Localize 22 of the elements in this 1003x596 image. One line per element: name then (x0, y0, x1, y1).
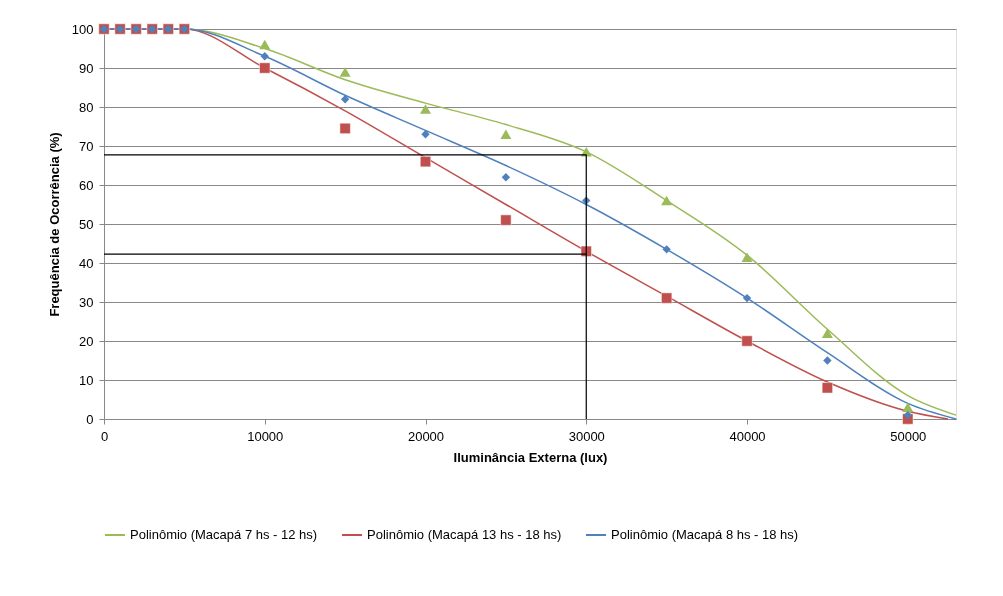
y-tick-label: 70 (79, 138, 94, 154)
y-tick-label: 30 (79, 294, 94, 310)
x-tick-label: 20000 (407, 428, 445, 444)
y-tick-label: 20 (79, 333, 94, 349)
y-tick-label: 40 (79, 255, 94, 271)
legend-label: Polinômio (Macapá 7 hs - 12 hs) (130, 527, 318, 542)
y-tick-label: 80 (79, 99, 94, 115)
y-tick-label: 90 (79, 60, 94, 76)
x-tick-label: 0 (100, 428, 109, 444)
y-tick-label: 50 (79, 216, 94, 232)
y-tick-label: 0 (86, 411, 94, 427)
legend-label: Polinômio (Macapá 8 hs - 18 hs) (611, 527, 799, 542)
y-tick-label: 100 (71, 21, 94, 37)
x-tick-label: 30000 (568, 428, 605, 444)
x-axis-title: Iluminância Externa (lux) (453, 449, 608, 465)
x-tick-label: 50000 (890, 428, 927, 444)
legend-label: Polinômio (Macapá 13 hs - 18 hs) (367, 527, 562, 542)
y-tick-label: 60 (79, 177, 94, 193)
x-tick-label: 10000 (247, 428, 284, 444)
x-tick-label: 40000 (729, 428, 766, 444)
y-tick-label: 10 (79, 372, 94, 388)
y-axis-title: Frequência de Ocorrência (%) (46, 132, 62, 317)
